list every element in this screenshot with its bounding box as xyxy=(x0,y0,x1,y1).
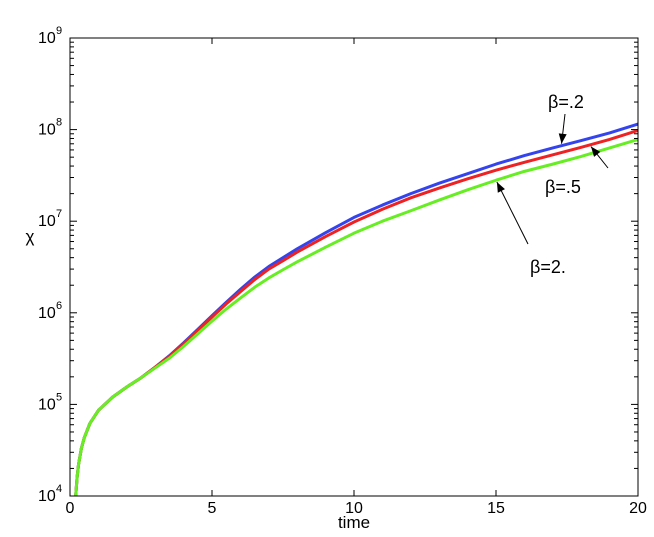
y-tick-label: 10 xyxy=(38,122,56,139)
y-tick-label: 10 xyxy=(38,213,56,230)
y-tick-exponent: 5 xyxy=(56,391,62,403)
x-tick-label: 10 xyxy=(345,500,363,517)
x-tick-label: 5 xyxy=(208,500,217,517)
annotation-label: β=2. xyxy=(530,257,566,277)
annotation-arrow-head xyxy=(558,133,567,144)
y-tick-label: 10 xyxy=(38,305,56,322)
y-tick-label: 10 xyxy=(38,488,56,505)
y-tick-exponent: 6 xyxy=(56,300,62,312)
y-tick-exponent: 8 xyxy=(56,117,62,129)
y-axis-label: χ xyxy=(26,227,35,246)
annotation-arrow-line xyxy=(496,181,529,245)
y-tick-label: 10 xyxy=(38,30,56,47)
annotation-arrow-head xyxy=(590,146,601,157)
series-line-2 xyxy=(74,138,639,497)
annotation-label: β=.2 xyxy=(548,92,584,112)
x-tick-label: 0 xyxy=(66,500,75,517)
annotation-label: β=.5 xyxy=(545,177,581,197)
y-tick-label: 10 xyxy=(38,396,56,413)
x-tick-label: 15 xyxy=(487,500,505,517)
annotation-arrow-head xyxy=(496,182,505,193)
y-tick-exponent: 4 xyxy=(56,483,62,495)
x-tick-label: 20 xyxy=(629,500,647,517)
y-tick-exponent: 7 xyxy=(56,208,62,220)
y-tick-exponent: 9 xyxy=(56,25,62,37)
x-axis-label: time xyxy=(338,513,370,532)
